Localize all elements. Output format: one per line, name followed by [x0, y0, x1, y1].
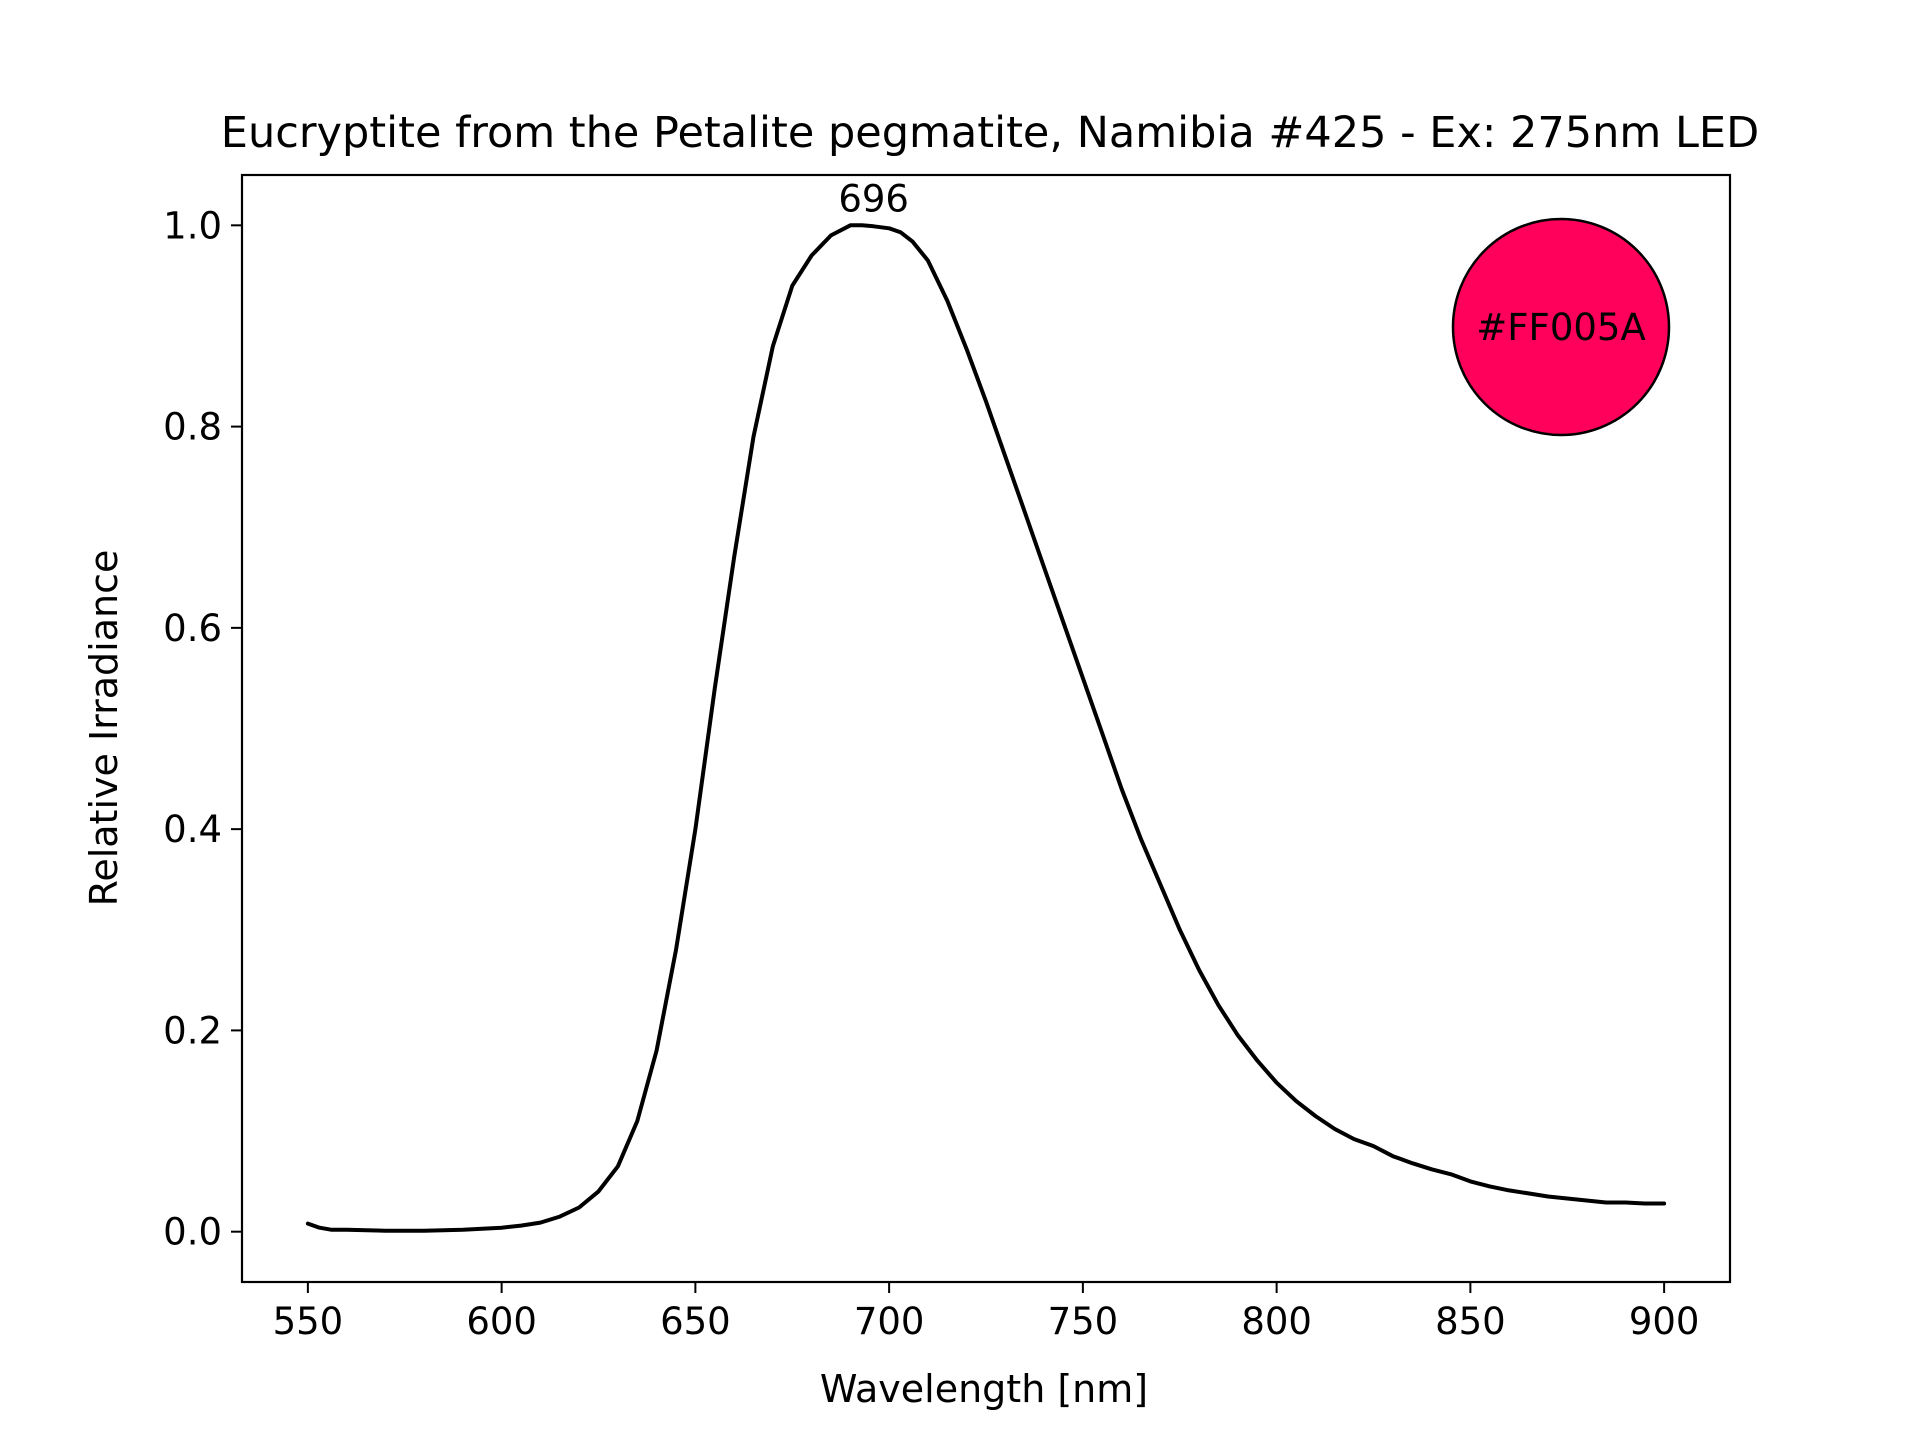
- color-swatch: #FF005A: [1451, 217, 1671, 437]
- x-axis: 550 600 650 700 750 800 850 900: [273, 1282, 1700, 1343]
- x-tick-label: 800: [1241, 1300, 1312, 1343]
- x-tick-label: 550: [273, 1300, 344, 1343]
- x-tick-label: 700: [854, 1300, 925, 1343]
- peak-annotation: 696: [838, 177, 909, 220]
- x-tick-label: 600: [466, 1300, 537, 1343]
- color-swatch-label: #FF005A: [1476, 306, 1646, 349]
- y-tick-label: 1.0: [163, 204, 222, 247]
- color-swatch-circle: [1451, 217, 1671, 437]
- series-line: [305, 223, 1667, 1233]
- x-tick-label: 850: [1435, 1300, 1506, 1343]
- y-tick-label: 0.0: [163, 1211, 222, 1254]
- y-axis-label: Relative Irradiance: [82, 550, 126, 907]
- chart-title: Eucryptite from the Petalite pegmatite, …: [221, 108, 1759, 158]
- plot-frame: [240, 173, 1732, 1284]
- y-tick-label: 0.4: [163, 808, 222, 851]
- x-axis-label: Wavelength [nm]: [820, 1367, 1148, 1411]
- y-tick-label: 0.6: [163, 607, 222, 650]
- y-tick-label: 0.8: [163, 406, 222, 449]
- x-tick-label: 650: [660, 1300, 731, 1343]
- x-tick-label: 750: [1048, 1300, 1119, 1343]
- x-tick-label: 900: [1629, 1300, 1700, 1343]
- y-axis: 0.0 0.2 0.4 0.6 0.8 1.0: [163, 204, 242, 1254]
- y-tick-label: 0.2: [163, 1009, 222, 1052]
